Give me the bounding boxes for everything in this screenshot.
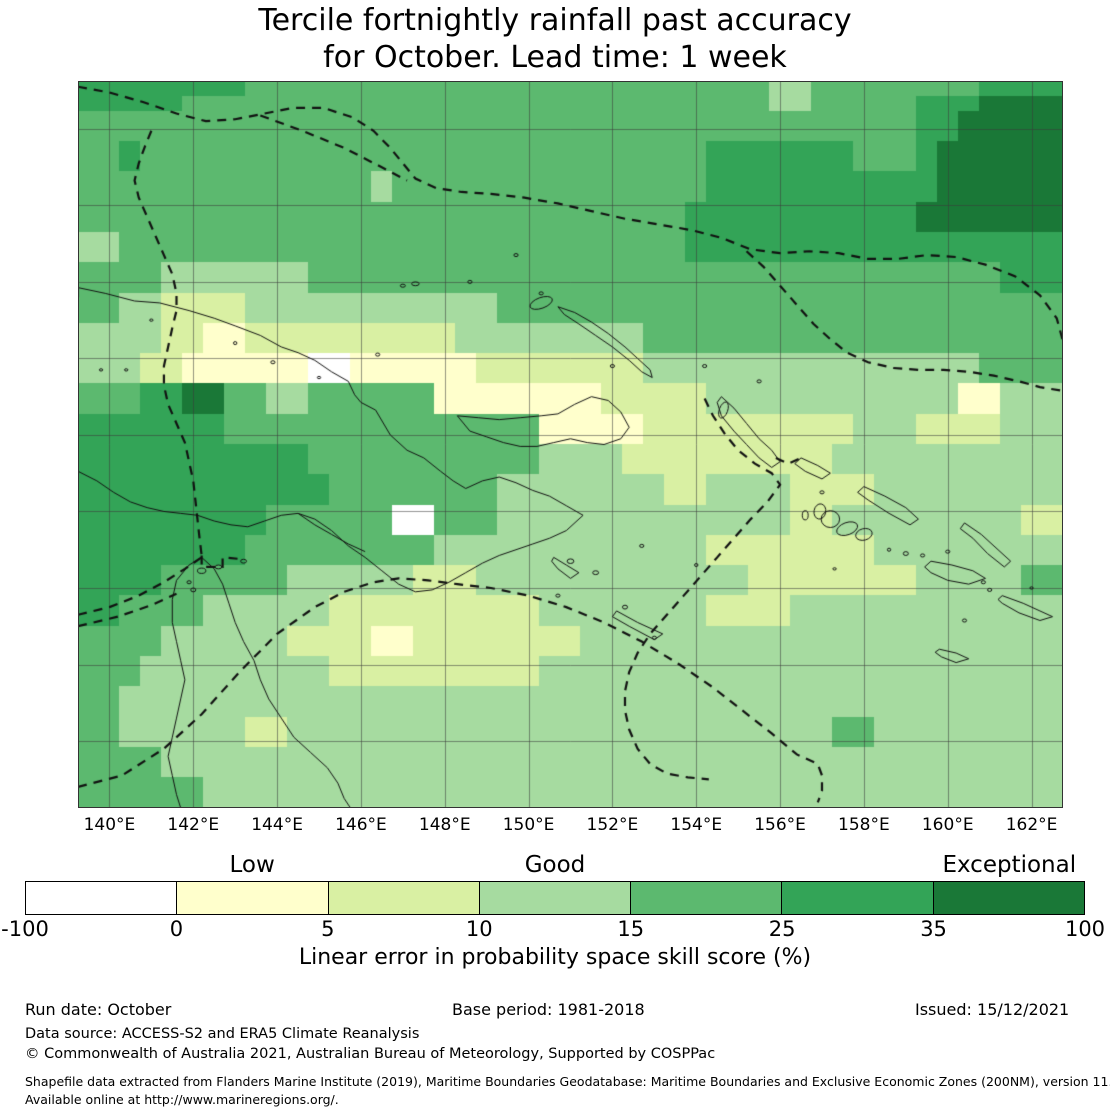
longitude-tick-label: 160°E [921, 815, 974, 835]
colorbar [25, 881, 1085, 915]
longitude-tick-label: 156°E [754, 815, 806, 835]
title-line-2: for October. Lead time: 1 week [323, 40, 787, 75]
longitude-tick-label: 144°E [251, 815, 303, 835]
issued-date-text: Issued: 15/12/2021 [915, 1000, 1070, 1019]
longitude-tick-label: 148°E [418, 815, 471, 835]
title-line-1: Tercile fortnightly rainfall past accura… [258, 3, 852, 38]
colorbar-category-label: Good [524, 852, 586, 878]
longitude-tick-label: 140°E [83, 815, 136, 835]
data-source-text: Data source: ACCESS-S2 and ERA5 Climate … [25, 1026, 420, 1042]
colorbar-tick-label: -100 [1, 917, 49, 941]
colorbar-tick-label: 0 [169, 917, 184, 941]
shapefile-credit-line-1: Shapefile data extracted from Flanders M… [25, 1074, 1110, 1089]
colorbar-category-label: Low [229, 852, 275, 878]
longitude-tick-label: 146°E [335, 815, 387, 835]
skill-score-map [78, 81, 1063, 808]
colorbar-band [781, 882, 933, 914]
colorbar-tick-label: 10 [465, 917, 493, 941]
colorbar-band [327, 882, 479, 914]
colorbar-bands [25, 881, 1085, 915]
longitude-tick-label: 152°E [586, 815, 639, 835]
colorbar-tick-label: 15 [617, 917, 645, 941]
colorbar-band [26, 882, 177, 914]
colorbar-band [932, 882, 1084, 914]
base-period-text: Base period: 1981-2018 [452, 1000, 645, 1019]
shapefile-credit-line-2: Available online at http://www.marinereg… [25, 1092, 339, 1107]
colorbar-band [478, 882, 631, 914]
page-title: Tercile fortnightly rainfall past accura… [0, 2, 1110, 76]
colorbar-tick-label: 100 [1064, 917, 1106, 941]
longitude-tick-label: 154°E [670, 815, 723, 835]
colorbar-band [176, 882, 328, 914]
longitude-tick-label: 162°E [1005, 815, 1058, 835]
colorbar-band [630, 882, 782, 914]
coastline-and-eez-overlay [78, 81, 1063, 808]
run-date-text: Run date: October [25, 1000, 172, 1019]
longitude-tick-label: 158°E [838, 815, 890, 835]
colorbar-title: Linear error in probability space skill … [298, 945, 812, 970]
copyright-text: © Commonwealth of Australia 2021, Austra… [25, 1046, 716, 1062]
colorbar-tick-label: 5 [321, 917, 335, 941]
colorbar-tick-label: 25 [768, 917, 796, 941]
longitude-tick-label: 142°E [167, 815, 220, 835]
colorbar-category-label: Exceptional [942, 852, 1077, 878]
longitude-tick-label: 150°E [502, 815, 555, 835]
colorbar-tick-label: 35 [920, 917, 947, 941]
